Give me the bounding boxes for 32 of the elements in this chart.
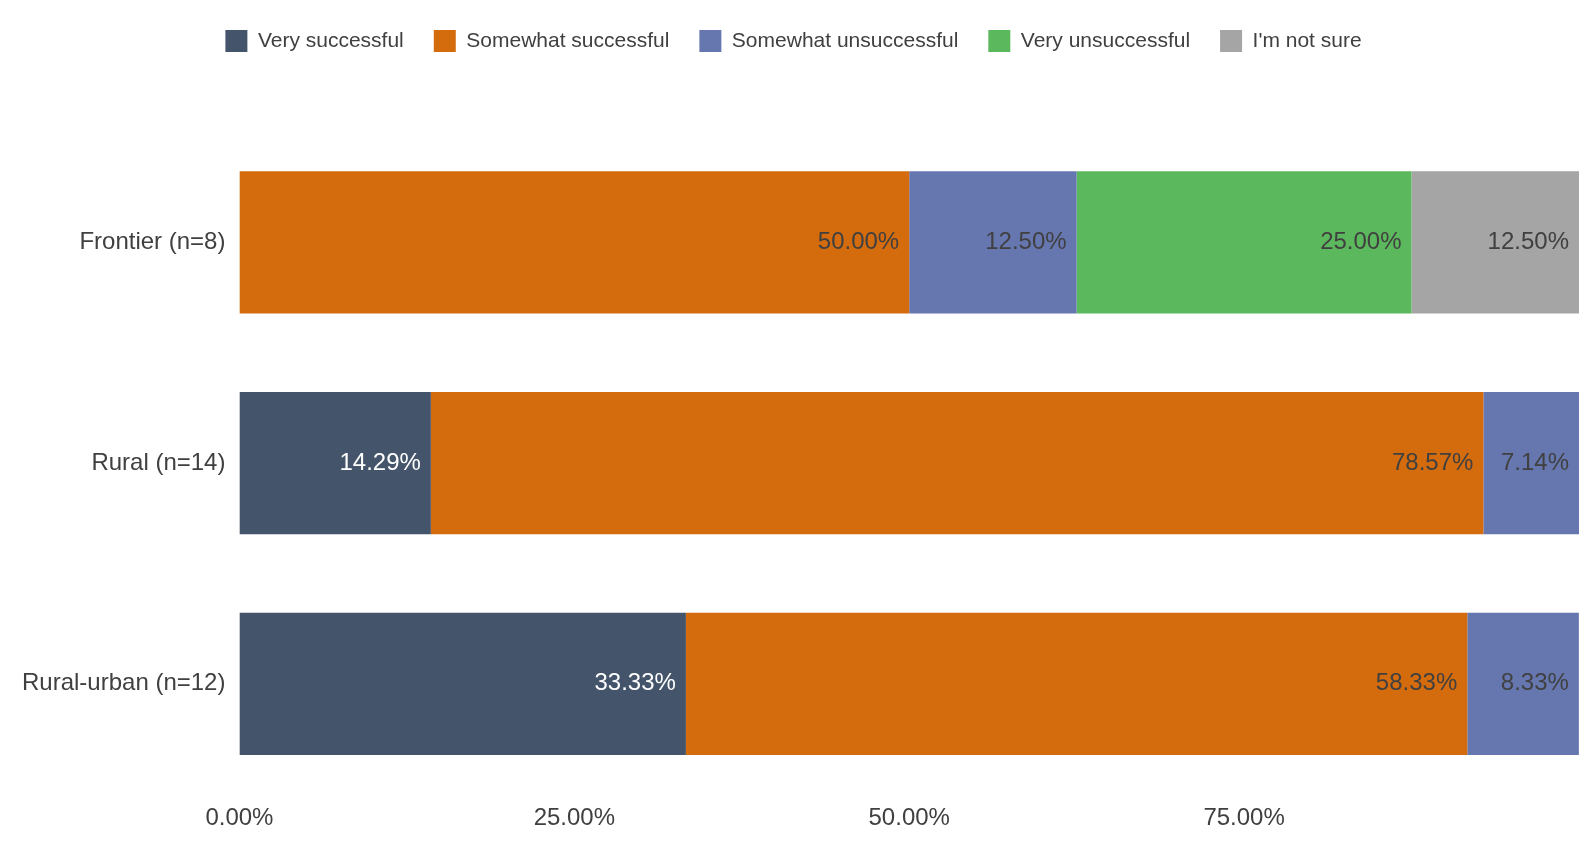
- data-label: 25.00%: [1320, 226, 1402, 254]
- y-tick-label: Rural-urban (n=12): [22, 668, 226, 696]
- bar: [430, 391, 1484, 535]
- bar: [1076, 171, 1412, 314]
- data-label: 14.29%: [339, 447, 421, 475]
- bar: [909, 171, 1077, 314]
- data-label: 78.57%: [1391, 447, 1474, 475]
- legend-label: I'm not sure: [1252, 27, 1362, 51]
- legend-label: Very unsuccessful: [1020, 27, 1191, 51]
- legend-label: Somewhat successful: [466, 27, 670, 51]
- legend-label: Very successful: [257, 27, 404, 51]
- data-label: 50.00%: [817, 226, 900, 254]
- bar: [239, 171, 910, 314]
- legend-label: Somewhat unsuccessful: [731, 27, 959, 51]
- data-label: 12.50%: [1487, 226, 1569, 254]
- y-tick-label: Rural (n=14): [91, 447, 226, 475]
- data-label: 33.33%: [594, 668, 676, 696]
- x-tick-label: 0.00%: [205, 803, 274, 831]
- data-label: 58.33%: [1375, 668, 1458, 696]
- bar: [1411, 171, 1579, 314]
- bar: [1483, 391, 1579, 535]
- x-tick-label: 50.00%: [868, 803, 950, 831]
- x-tick-label: 75.00%: [1203, 803, 1285, 831]
- bar: [239, 612, 686, 756]
- y-tick-label: Frontier (n=8): [79, 226, 226, 254]
- bar: [685, 612, 1468, 756]
- x-tick-label: 25.00%: [533, 803, 616, 831]
- data-label: 12.50%: [985, 226, 1067, 254]
- data-label: 8.33%: [1500, 668, 1569, 696]
- bar: [239, 391, 431, 535]
- data-label: 7.14%: [1500, 447, 1569, 475]
- bar: [1467, 612, 1579, 756]
